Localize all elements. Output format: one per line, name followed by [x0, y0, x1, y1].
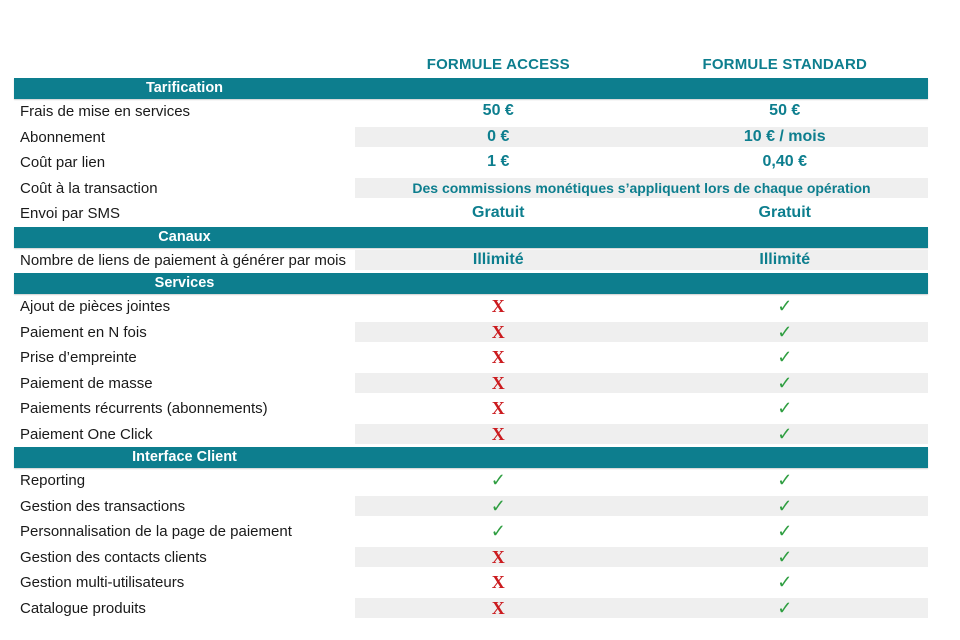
column-header-formule-access: FORMULE ACCESS	[426, 56, 570, 73]
cross-icon: X	[491, 423, 505, 444]
access-value: 1 €	[487, 153, 510, 171]
row-label: Frais de mise en services	[20, 103, 191, 121]
table-row-gestion-multi-utilisateurs: Gestion multi-utilisateurs X ✓	[14, 570, 928, 596]
row-label: Nombre de liens de paiement à générer pa…	[20, 251, 347, 269]
row-label: Reporting	[20, 472, 86, 490]
row-label: Paiement de masse	[20, 374, 153, 392]
cross-icon: X	[491, 372, 505, 393]
row-label: Ajout de pièces jointes	[20, 298, 171, 316]
row-label: Prise d’empreinte	[20, 349, 137, 367]
access-value: Gratuit	[472, 204, 525, 222]
table-row-paiement-de-masse: Paiement de masse X ✓	[14, 371, 928, 397]
table-row-envoi-par-sms: Envoi par SMS Gratuit Gratuit	[14, 201, 928, 227]
section-title: Tarification	[145, 80, 224, 96]
row-label: Gestion des contacts clients	[20, 548, 207, 566]
column-header-row: FORMULE ACCESS FORMULE STANDARD	[14, 52, 928, 78]
row-label: Paiement en N fois	[20, 323, 147, 341]
check-icon: ✓	[490, 470, 506, 491]
standard-value: 10 € / mois	[743, 127, 826, 145]
table-row-abonnement: Abonnement 0 € 10 € / mois	[14, 125, 928, 151]
table-row-gestion-transactions: Gestion des transactions ✓ ✓	[14, 494, 928, 520]
row-label: Envoi par SMS	[20, 205, 121, 223]
check-icon: ✓	[777, 572, 793, 593]
row-label: Gestion des transactions	[20, 497, 186, 515]
column-header-spacer	[14, 52, 355, 78]
check-icon: ✓	[777, 470, 793, 491]
row-label: Paiements récurrents (abonnements)	[20, 400, 268, 418]
access-value: 0 €	[487, 127, 510, 145]
access-value: Illimité	[472, 250, 524, 268]
cross-icon: X	[491, 597, 505, 618]
section-title: Canaux	[158, 228, 211, 245]
check-icon: ✓	[777, 372, 793, 393]
row-label: Gestion multi-utilisateurs	[20, 574, 185, 592]
table-row-reporting: Reporting ✓ ✓	[14, 468, 928, 494]
table-row-catalogue-produits: Catalogue produits X ✓	[14, 596, 928, 622]
cross-icon: X	[491, 398, 505, 419]
section-title: Services	[154, 275, 215, 291]
row-label: Coût à la transaction	[20, 179, 158, 197]
row-label: Coût par lien	[20, 154, 106, 172]
cross-icon: X	[491, 347, 505, 368]
merged-value: Des commissions monétiques s’appliquent …	[412, 179, 871, 196]
row-label: Catalogue produits	[20, 599, 146, 617]
column-header-formule-standard: FORMULE STANDARD	[702, 56, 868, 73]
row-label: Personnalisation de la page de paiement	[20, 523, 292, 541]
cross-icon: X	[491, 546, 505, 567]
check-icon: ✓	[777, 495, 793, 516]
standard-value: Gratuit	[758, 204, 811, 222]
table-row-paiement-n-fois: Paiement en N fois X ✓	[14, 320, 928, 346]
table-row-ajout-pieces-jointes: Ajout de pièces jointes X ✓	[14, 294, 928, 320]
check-icon: ✓	[490, 521, 506, 542]
cross-icon: X	[491, 321, 505, 342]
check-icon: ✓	[777, 347, 793, 368]
check-icon: ✓	[490, 495, 506, 516]
standard-value: 0,40 €	[762, 153, 807, 171]
check-icon: ✓	[777, 597, 793, 618]
standard-value: Illimité	[759, 250, 811, 268]
table-row-prise-empreinte: Prise d’empreinte X ✓	[14, 345, 928, 371]
section-title: Interface Client	[132, 449, 237, 465]
section-header-interface-client: Interface Client	[14, 447, 928, 468]
cross-icon: X	[491, 296, 505, 317]
table-row-paiement-one-click: Paiement One Click X ✓	[14, 422, 928, 448]
section-header-services: Services	[14, 273, 928, 294]
pricing-comparison-table: FORMULE ACCESS FORMULE STANDARD Tarifica…	[14, 52, 928, 621]
check-icon: ✓	[777, 423, 793, 444]
row-label: Paiement One Click	[20, 425, 153, 443]
table-row-gestion-contacts-clients: Gestion des contacts clients X ✓	[14, 545, 928, 571]
cross-icon: X	[491, 572, 505, 593]
standard-value: 50 €	[769, 102, 801, 120]
section-header-canaux: Canaux	[14, 226, 928, 248]
check-icon: ✓	[777, 521, 793, 542]
table-row-cout-par-lien: Coût par lien 1 € 0,40 €	[14, 150, 928, 176]
section-header-tarification: Tarification	[14, 78, 928, 99]
check-icon: ✓	[777, 398, 793, 419]
check-icon: ✓	[777, 296, 793, 317]
table-row-frais-mise-en-services: Frais de mise en services 50 € 50 €	[14, 99, 928, 125]
table-row-cout-a-la-transaction: Coût à la transaction Des commissions mo…	[14, 176, 928, 202]
check-icon: ✓	[777, 321, 793, 342]
access-value: 50 €	[482, 102, 514, 120]
check-icon: ✓	[777, 546, 793, 567]
row-label: Abonnement	[20, 128, 106, 146]
table-row-paiements-recurrents: Paiements récurrents (abonnements) X ✓	[14, 396, 928, 422]
table-row-nombre-de-liens: Nombre de liens de paiement à générer pa…	[14, 248, 928, 274]
table-row-personnalisation-page-paiement: Personnalisation de la page de paiement …	[14, 519, 928, 545]
